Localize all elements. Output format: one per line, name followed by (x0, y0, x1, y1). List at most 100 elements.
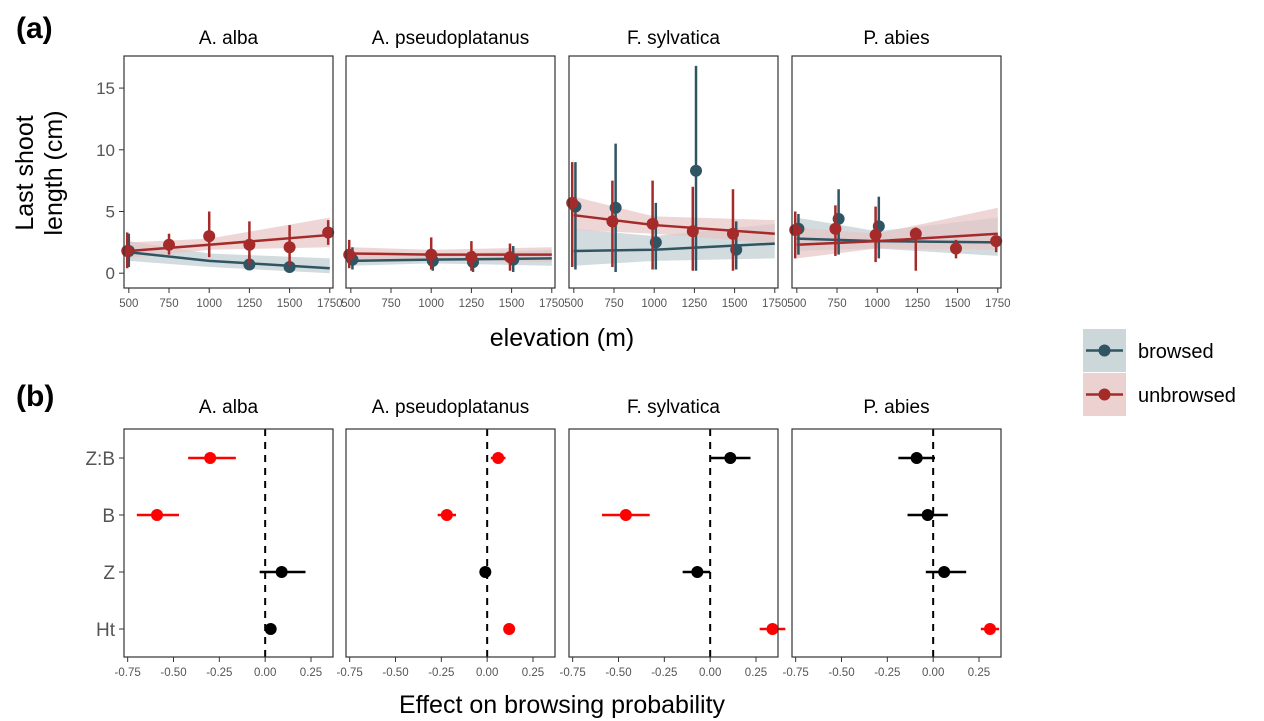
facet-b-3: P. abies -0.75 -0.50 -0.25 0.00 0.25 (783, 397, 1002, 679)
x-tick-label: 0.25 (745, 667, 767, 679)
facet-title: A. pseudoplatanus (372, 397, 529, 418)
unbrowsed-point (425, 248, 438, 261)
unbrowsed-point (909, 227, 922, 240)
y-tick-label: 10 (96, 141, 115, 160)
facet-title: P. abies (863, 28, 929, 49)
facet-title: A. pseudoplatanus (372, 28, 529, 49)
x-tick-label: 1750 (985, 298, 1011, 310)
unbrowsed-point (283, 241, 296, 254)
estimate-point (910, 452, 923, 464)
facet-a-3: P. abies 500 750 1000 1250 1500 1750 (787, 28, 1010, 310)
unbrowsed-point (322, 226, 335, 239)
x-tick-label: 750 (604, 298, 623, 310)
x-tick-label: 1250 (459, 298, 485, 310)
unbrowsed-point (203, 230, 216, 243)
estimate-point (938, 566, 951, 578)
estimate-point (264, 623, 277, 635)
x-tick-label: 1750 (539, 298, 565, 310)
panel-border (568, 428, 779, 658)
estimate-point (151, 509, 163, 521)
x-tick-label: 0.00 (254, 667, 276, 679)
facet-b-1: A. pseudoplatanus -0.75 -0.50 -0.25 0.00 0.25 (337, 397, 556, 679)
y-tick-label: 0 (106, 264, 115, 283)
y-axis-label: Last shootlength (cm) (11, 110, 68, 235)
unbrowsed-point (243, 238, 256, 251)
x-tick-label: -0.25 (428, 667, 454, 679)
panel-border (791, 428, 1002, 658)
x-tick-label: -0.25 (206, 667, 232, 679)
panel-label-a: (a) (16, 12, 53, 45)
unbrowsed-fit-line (796, 232, 998, 247)
y-tick-label: 5 (106, 202, 115, 221)
unbrowsed-point (121, 244, 134, 257)
estimate-point (984, 623, 996, 635)
x-tick-label: 1500 (722, 298, 748, 310)
panel-border (123, 428, 334, 658)
unbrowsed-point (163, 238, 176, 251)
category-label: Ht (96, 620, 116, 641)
x-tick-label: 1250 (905, 298, 931, 310)
legend: browsed unbrowsed (1083, 329, 1236, 416)
x-tick-label: 0.00 (699, 667, 721, 679)
x-tick-label: -0.50 (605, 667, 631, 679)
panel-label-b: (b) (16, 380, 54, 413)
x-tick-label: 1000 (196, 298, 222, 310)
unbrowsed-point (726, 227, 739, 240)
x-tick-label: 1000 (641, 298, 667, 310)
x-tick-label: 1500 (277, 298, 303, 310)
unbrowsed-point (343, 248, 356, 261)
facet-title: F. sylvatica (627, 397, 720, 418)
x-tick-label: -0.50 (828, 667, 854, 679)
x-tick-label: 0.00 (476, 667, 498, 679)
x-tick-label: 1000 (864, 298, 890, 310)
category-label: Z:B (85, 449, 115, 470)
x-tick-label: 1750 (317, 298, 343, 310)
category-label: Z (103, 563, 115, 584)
x-tick-label: 1250 (682, 298, 708, 310)
x-tick-label: 0.00 (922, 667, 944, 679)
x-tick-label: -0.75 (115, 667, 141, 679)
x-tick-label: 0.25 (522, 667, 544, 679)
panel-b: (b) Z:B B Z Ht A. alba -0.75 -0.50 -0.25 0.00 0.25… (16, 380, 1002, 719)
unbrowsed-point (990, 235, 1003, 248)
panel-a: (a) Last shootlength (cm) 0 5 10 15 A. alba 500… (11, 12, 1011, 352)
facet-b-2: F. sylvatica -0.75 -0.50 -0.25 0.00 0.25 (560, 397, 786, 679)
x-tick-label: 750 (159, 298, 178, 310)
unbrowsed-point (606, 215, 619, 228)
y-axis-label-line: length (cm) (40, 110, 68, 235)
estimate-point (691, 566, 704, 578)
y-tick-label: 15 (96, 79, 115, 98)
category-label: B (102, 506, 115, 527)
unbrowsed-point (686, 225, 699, 238)
estimate-point (440, 509, 453, 521)
panel-border (123, 55, 334, 289)
x-tick-label: 0.25 (968, 667, 990, 679)
browsed-point (690, 164, 703, 177)
estimate-point (921, 509, 934, 521)
unbrowsed-point (829, 222, 842, 235)
unbrowsed-point (869, 228, 882, 241)
unbrowsed-point (789, 224, 802, 236)
x-tick-label: 1500 (499, 298, 525, 310)
facet-a-1: A. pseudoplatanus 500 750 1000 1250 1500 1750 (341, 28, 564, 310)
facet-title: A. alba (199, 28, 259, 49)
browsed-legend-point (1098, 344, 1111, 357)
estimate-point (275, 566, 288, 578)
estimate-point (766, 623, 779, 635)
estimate-point (492, 452, 505, 464)
x-tick-label: -0.25 (874, 667, 900, 679)
x-tick-label: -0.50 (382, 667, 408, 679)
x-tick-label: 750 (827, 298, 846, 310)
estimate-point (619, 509, 632, 521)
unbrowsed-point (949, 242, 962, 255)
x-tick-label: 1750 (762, 298, 788, 310)
facet-a-0: A. alba 500 750 1000 1250 1500 1750 (119, 28, 342, 310)
panel-border (345, 428, 556, 658)
x-tick-label: 500 (564, 298, 583, 310)
x-tick-label: 1250 (237, 298, 263, 310)
estimate-point (503, 623, 516, 635)
x-tick-label: 0.25 (300, 667, 322, 679)
x-axis-label: elevation (m) (490, 324, 635, 352)
x-tick-label: 500 (341, 298, 360, 310)
